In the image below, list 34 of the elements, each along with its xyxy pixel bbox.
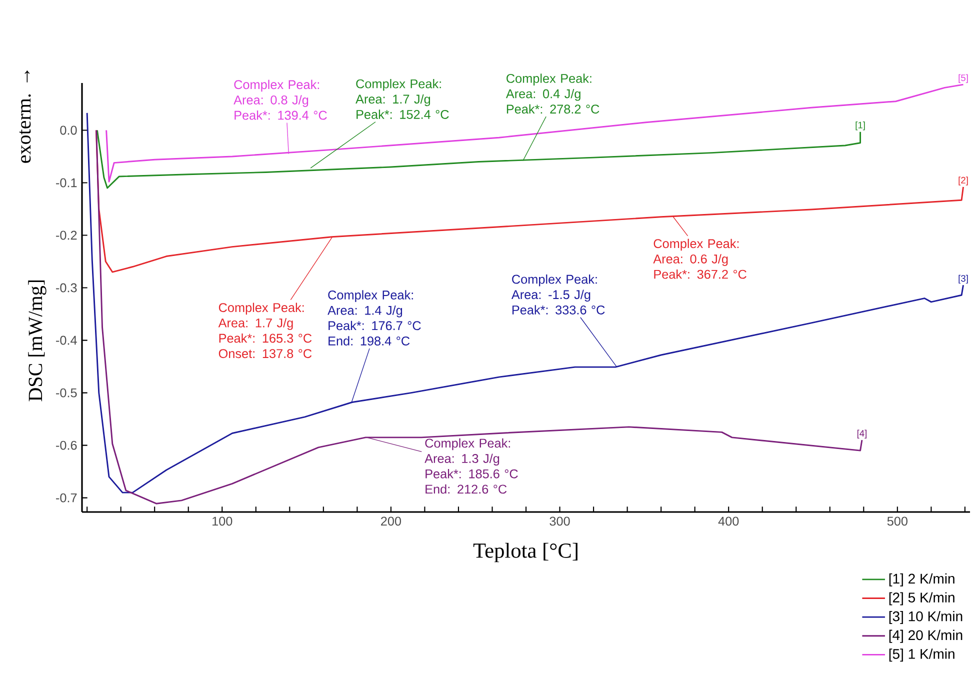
y-tick-label: -0.5 — [56, 388, 77, 398]
x-tick-label: 200 — [381, 516, 402, 526]
y-axis-title: DSC [mW/mg] — [28, 280, 46, 402]
annotation: Complex Peak: Area: 0.6 J/g Peak*: 367.2 °C — [653, 238, 746, 279]
annotation: Complex Peak: Area: 1.4 J/g Peak*: 176.7 °C End: 198.4 °C — [328, 290, 421, 346]
legend-label: [4] 20 K/min — [889, 630, 962, 643]
annotation: Complex Peak: Area: -1.5 J/g Peak*: 333.6 °C — [511, 274, 605, 314]
x-tick-label: 300 — [550, 516, 570, 526]
y-tick-label: -0.7 — [56, 493, 77, 502]
annotation: [1] — [856, 122, 865, 130]
x-tick-label: 400 — [718, 516, 739, 526]
y-tick-label: -0.6 — [56, 440, 77, 450]
annotation: [5] — [958, 74, 968, 83]
legend-label: [2] 5 K/min — [889, 592, 954, 606]
text: exoterm. → — [19, 70, 31, 163]
annotation: Complex Peak: Area: 1.7 J/g Peak*: 165.3 °C Onset: 137.8 °C — [218, 302, 312, 358]
annotation: Complex Peak: Area: 1.7 J/g Peak*: 152.4 °C — [356, 78, 449, 119]
legend-label: [5] 1 K/min — [889, 648, 954, 662]
annotation: Complex Peak: Area: 1.3 J/g Peak*: 185.6 °C End: 212.6 °C — [424, 438, 518, 494]
y-tick-label: -0.4 — [56, 336, 77, 345]
annotation: Complex Peak: Area: 0.8 J/g Peak*: 139.4 °C — [234, 80, 327, 120]
y-tick-label: -0.1 — [56, 178, 77, 188]
y-tick-label: -0.3 — [56, 283, 77, 292]
x-tick-label: 500 — [887, 516, 908, 526]
annotation: [3] — [958, 274, 968, 284]
legend-label: [3] 10 K/min — [889, 611, 962, 624]
x-tick-label: 100 — [212, 516, 232, 526]
y-tick-label: -0.2 — [56, 230, 77, 240]
x-axis-title: Teplota [°C] — [473, 542, 578, 562]
annotation: [2] — [958, 176, 968, 186]
legend-label: [1] 2 K/min — [889, 573, 954, 586]
y-tick-label: 0.0 — [60, 126, 77, 135]
annotation: [4] — [857, 430, 866, 438]
annotation: Complex Peak: Area: 0.4 J/g Peak*: 278.2 °C — [506, 74, 600, 114]
